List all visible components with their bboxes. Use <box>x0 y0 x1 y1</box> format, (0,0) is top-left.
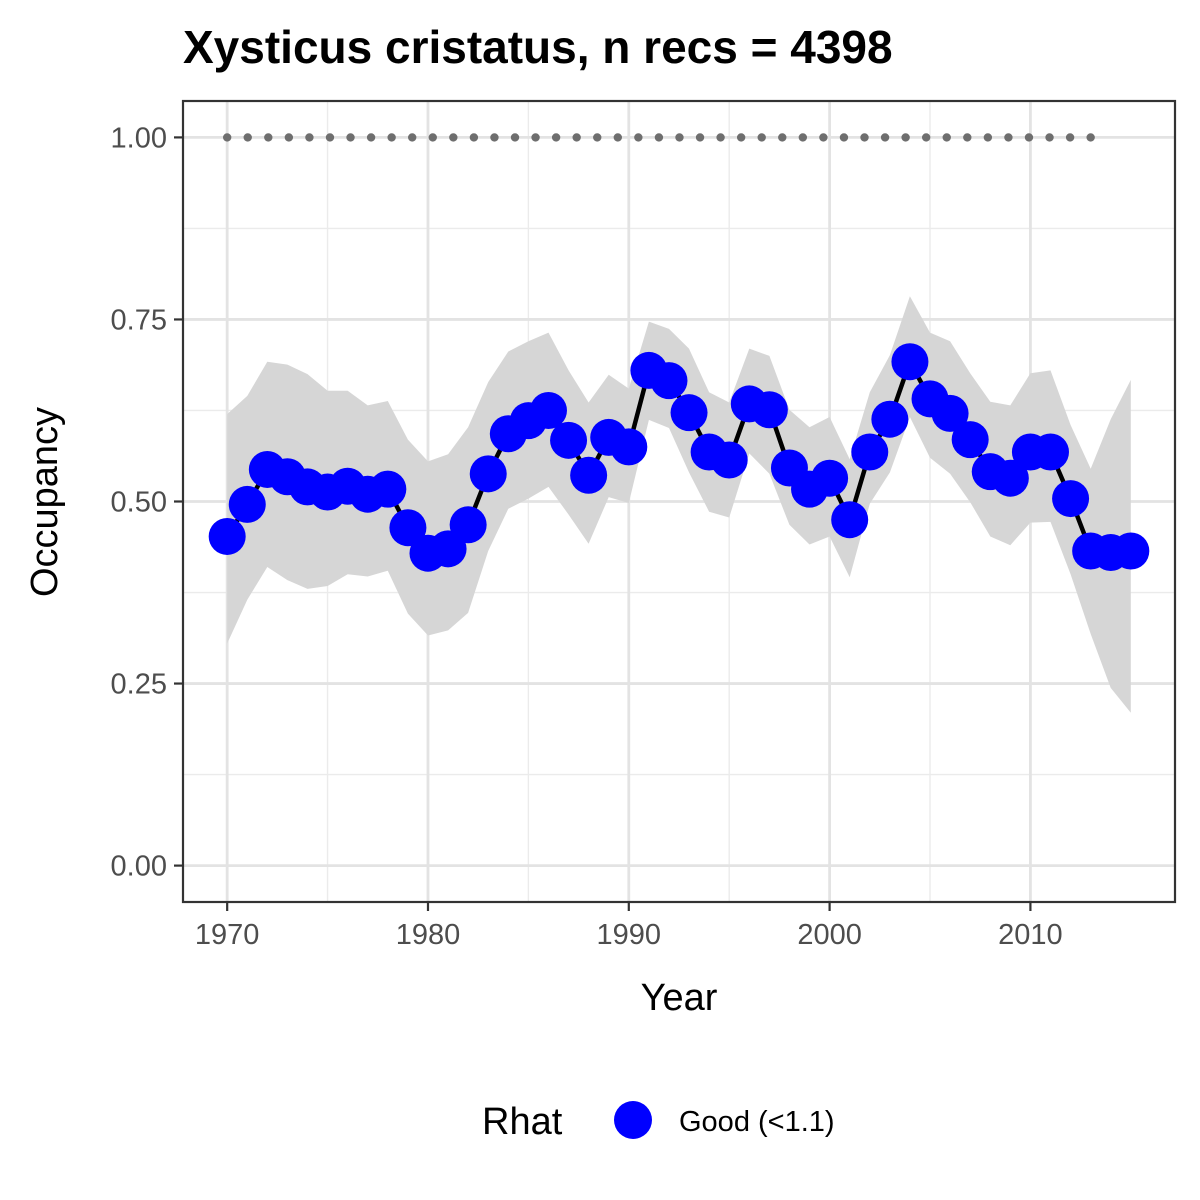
legend-title: Rhat <box>482 1101 563 1143</box>
data-point-1997 <box>750 391 788 429</box>
reference-dot <box>695 133 705 142</box>
legend: Rhat Good (<1.1) <box>482 1101 835 1143</box>
reference-dot <box>346 133 355 142</box>
reference-dot <box>408 133 417 142</box>
x-tick-label: 1980 <box>396 919 461 951</box>
reference-dot <box>675 133 684 142</box>
occupancy-points <box>208 343 1150 572</box>
reference-dot <box>901 133 910 142</box>
reference-dot <box>325 133 335 142</box>
reference-dot <box>921 133 931 142</box>
data-point-1970 <box>208 517 246 555</box>
x-tick-label: 1970 <box>195 919 260 951</box>
credible-interval-ribbon <box>227 296 1131 713</box>
data-point-2004 <box>891 343 929 381</box>
reference-dot <box>634 133 643 142</box>
data-point-1992 <box>650 362 688 400</box>
data-point-2002 <box>851 433 889 471</box>
y-axis: 0.00 0.25 0.50 0.75 1.00 <box>111 122 183 883</box>
data-point-2015 <box>1112 532 1150 570</box>
reference-dot <box>963 133 972 142</box>
data-point-2006 <box>931 394 969 432</box>
reference-dot <box>490 133 499 142</box>
data-point-1986 <box>529 391 567 429</box>
reference-dot <box>387 133 396 142</box>
data-point-2000 <box>811 459 849 497</box>
reference-dot <box>469 133 479 142</box>
reference-dot <box>572 133 581 142</box>
reference-dot <box>428 133 437 142</box>
data-point-2007 <box>951 421 989 459</box>
data-point-2012 <box>1052 480 1090 518</box>
data-point-1987 <box>550 421 588 459</box>
x-axis-title: Year <box>641 977 718 1019</box>
x-tick-label: 1990 <box>597 919 662 951</box>
data-point-1993 <box>670 394 708 432</box>
reference-dot <box>654 133 664 142</box>
data-point-1995 <box>710 441 748 479</box>
y-tick-label: 0.00 <box>111 851 167 883</box>
reference-dot <box>449 133 458 142</box>
chart-title: Xysticus cristatus, n recs = 4398 <box>183 21 893 73</box>
reference-dot <box>551 133 561 142</box>
data-point-1979 <box>389 509 427 547</box>
reference-dot <box>942 133 951 142</box>
legend-label-good: Good (<1.1) <box>679 1106 835 1138</box>
reference-dot <box>510 133 520 142</box>
x-axis: 1970 1980 1990 2000 2010 <box>195 902 1063 951</box>
reference-line <box>222 133 1095 142</box>
reference-dot <box>1024 133 1034 142</box>
reference-dot <box>366 133 376 142</box>
reference-dot <box>736 133 746 142</box>
y-axis-title: Occupancy <box>24 407 66 597</box>
reference-dot <box>1086 133 1095 142</box>
legend-key-good <box>614 1101 652 1139</box>
reference-dot <box>880 133 890 142</box>
data-point-2011 <box>1031 433 1069 471</box>
data-point-2003 <box>871 400 909 438</box>
reference-dot <box>243 133 252 142</box>
reference-dot <box>1065 133 1075 142</box>
data-point-1990 <box>610 428 648 466</box>
data-point-2001 <box>831 501 869 539</box>
reference-dot <box>264 133 273 142</box>
data-point-1971 <box>228 485 266 523</box>
y-tick-label: 0.50 <box>111 487 167 519</box>
reference-dot <box>222 133 232 142</box>
reference-dot <box>778 133 787 142</box>
reference-dot <box>983 133 993 142</box>
plot-panel <box>181 99 1177 904</box>
reference-dot <box>284 133 294 142</box>
reference-dot <box>305 133 314 142</box>
reference-dot <box>593 133 602 142</box>
reference-dot <box>798 133 808 142</box>
data-point-1988 <box>570 456 608 494</box>
x-tick-label: 2000 <box>797 919 862 951</box>
reference-dot <box>1004 133 1013 142</box>
reference-dot <box>1045 133 1054 142</box>
data-point-1978 <box>369 470 407 508</box>
data-point-2009 <box>991 459 1029 497</box>
data-point-1983 <box>469 455 507 493</box>
reference-dot <box>860 133 869 142</box>
reference-dot <box>757 133 766 142</box>
reference-dot <box>716 133 725 142</box>
reference-dot <box>819 133 828 142</box>
y-tick-label: 1.00 <box>111 122 167 154</box>
reference-dot <box>613 133 623 142</box>
x-tick-label: 2010 <box>998 919 1063 951</box>
y-tick-label: 0.75 <box>111 304 167 336</box>
reference-dot <box>531 133 540 142</box>
reference-dot <box>839 133 849 142</box>
y-tick-label: 0.25 <box>111 669 167 701</box>
data-point-1982 <box>449 506 487 544</box>
